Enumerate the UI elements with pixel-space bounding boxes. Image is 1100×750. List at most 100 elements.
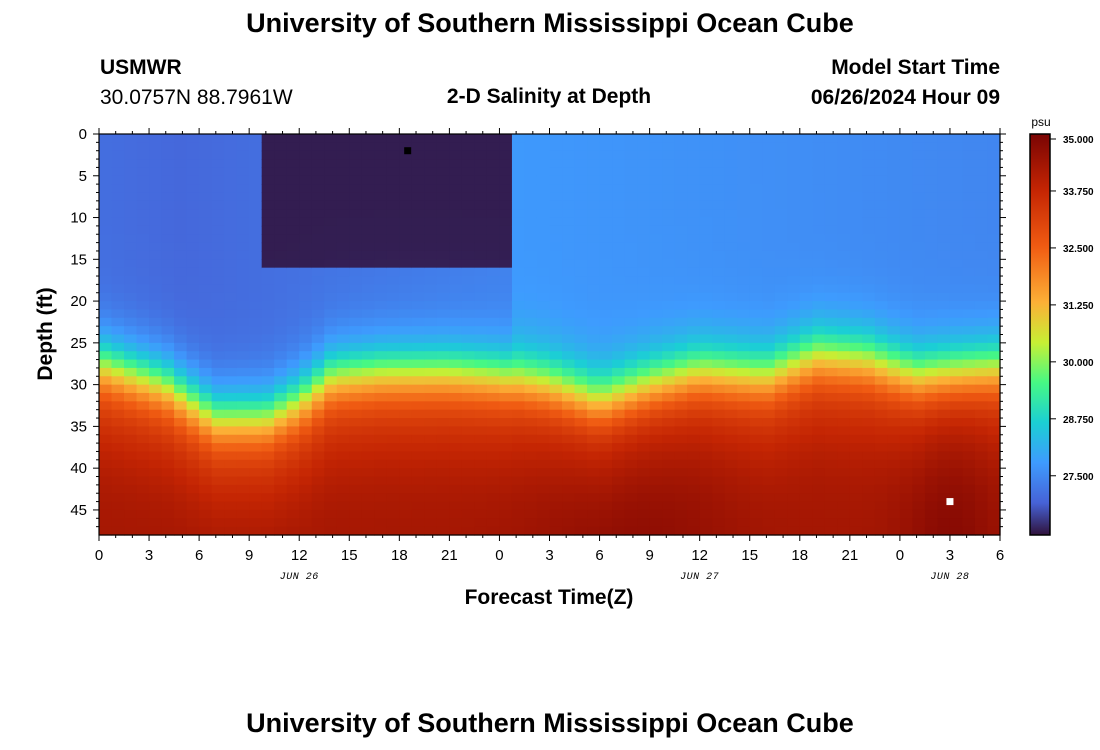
heatmap-cell <box>687 443 701 453</box>
heatmap-cell <box>562 150 576 160</box>
heatmap-cell <box>149 484 163 494</box>
x-tick-label: 21 <box>441 547 458 564</box>
heatmap-cell <box>461 184 476 194</box>
heatmap-cell <box>824 526 838 536</box>
heatmap-cell <box>311 501 325 511</box>
heatmap-cell <box>124 443 138 453</box>
heatmap-cell <box>599 184 613 194</box>
heatmap-cell <box>336 217 350 227</box>
heatmap-cell <box>649 426 663 436</box>
heatmap-cell <box>949 401 964 411</box>
heatmap-cell <box>612 159 626 169</box>
heatmap-cell <box>99 426 113 436</box>
heatmap-cell <box>574 209 588 219</box>
heatmap-cell <box>386 493 400 503</box>
heatmap-cell <box>749 509 763 519</box>
heatmap-cell <box>511 142 526 152</box>
heatmap-cell <box>624 276 638 285</box>
heatmap-cell <box>637 209 651 219</box>
heatmap-cell <box>912 376 926 386</box>
heatmap-cell <box>937 509 951 519</box>
heatmap-cell <box>274 184 288 194</box>
heatmap-cell <box>524 443 538 453</box>
heatmap-cell <box>211 259 225 269</box>
heatmap-cell <box>637 309 651 319</box>
heatmap-cell <box>361 200 375 210</box>
heatmap-cell <box>974 167 989 177</box>
heatmap-cell <box>261 234 275 244</box>
heatmap-cell <box>299 276 313 285</box>
heatmap-cell <box>411 351 425 361</box>
heatmap-cell <box>124 392 138 402</box>
heatmap-cell <box>261 317 275 327</box>
heatmap-cell <box>812 367 826 377</box>
heatmap-cell <box>536 317 551 327</box>
heatmap-cell <box>612 167 626 177</box>
heatmap-cell <box>849 443 863 453</box>
heatmap-cell <box>824 150 838 160</box>
heatmap-cell <box>724 384 738 394</box>
heatmap-cell <box>361 284 375 294</box>
heatmap-cell <box>799 468 813 478</box>
heatmap-cell <box>974 209 989 219</box>
heatmap-cell <box>674 418 688 427</box>
heatmap-cell <box>499 175 513 185</box>
heatmap-cell <box>474 342 488 352</box>
heatmap-cell <box>136 342 150 352</box>
heatmap-cell <box>374 351 388 361</box>
heatmap-cell <box>111 309 125 319</box>
heatmap-cell <box>962 451 976 461</box>
heatmap-cell <box>899 192 913 202</box>
heatmap-cell <box>149 351 163 361</box>
heatmap-cell <box>486 317 501 327</box>
heatmap-cell <box>111 426 125 436</box>
heatmap-cell <box>712 184 726 194</box>
heatmap-cell <box>662 518 676 528</box>
heatmap-cell <box>149 242 163 252</box>
heatmap-cell <box>899 259 913 269</box>
heatmap-cell <box>336 526 350 536</box>
heatmap-cell <box>887 459 901 469</box>
heatmap-cell <box>199 459 213 469</box>
heatmap-cell <box>962 376 976 386</box>
heatmap-cell <box>799 509 813 519</box>
heatmap-cell <box>536 526 551 536</box>
heatmap-cell <box>674 401 688 411</box>
heatmap-cell <box>361 443 375 453</box>
heatmap-cell <box>524 359 538 369</box>
heatmap-cell <box>461 392 476 402</box>
heatmap-cell <box>286 225 300 235</box>
heatmap-cell <box>449 217 463 227</box>
heatmap-cell <box>587 159 601 169</box>
colorbar-tick-label: 28.750 <box>1063 415 1094 426</box>
heatmap-cell <box>987 509 1001 519</box>
heatmap-cell <box>299 317 313 327</box>
heatmap-cell <box>949 484 964 494</box>
heatmap-cell <box>812 267 826 277</box>
heatmap-cell <box>524 484 538 494</box>
heatmap-cell <box>349 301 363 311</box>
heatmap-cell <box>837 434 851 444</box>
heatmap-cell <box>649 501 663 511</box>
heatmap-cell <box>724 468 738 478</box>
heatmap-cell <box>161 309 175 319</box>
heatmap-cell <box>912 434 926 444</box>
heatmap-cell <box>261 309 275 319</box>
heatmap-cell <box>411 342 425 352</box>
heatmap-cell <box>449 443 463 453</box>
heatmap-cell <box>149 209 163 219</box>
heatmap-cell <box>186 426 200 436</box>
heatmap-cell <box>436 192 450 202</box>
heatmap-cell <box>749 459 763 469</box>
heatmap-cell <box>737 234 751 244</box>
heatmap-cell <box>286 426 300 436</box>
heatmap-cell <box>386 167 400 177</box>
heatmap-cell <box>549 292 563 302</box>
heatmap-cell <box>837 217 851 227</box>
heatmap-cell <box>974 509 989 519</box>
heatmap-cell <box>849 309 863 319</box>
heatmap-cell <box>224 334 238 344</box>
heatmap-cell <box>274 326 288 336</box>
heatmap-cell <box>99 526 113 536</box>
heatmap-cell <box>186 142 200 152</box>
